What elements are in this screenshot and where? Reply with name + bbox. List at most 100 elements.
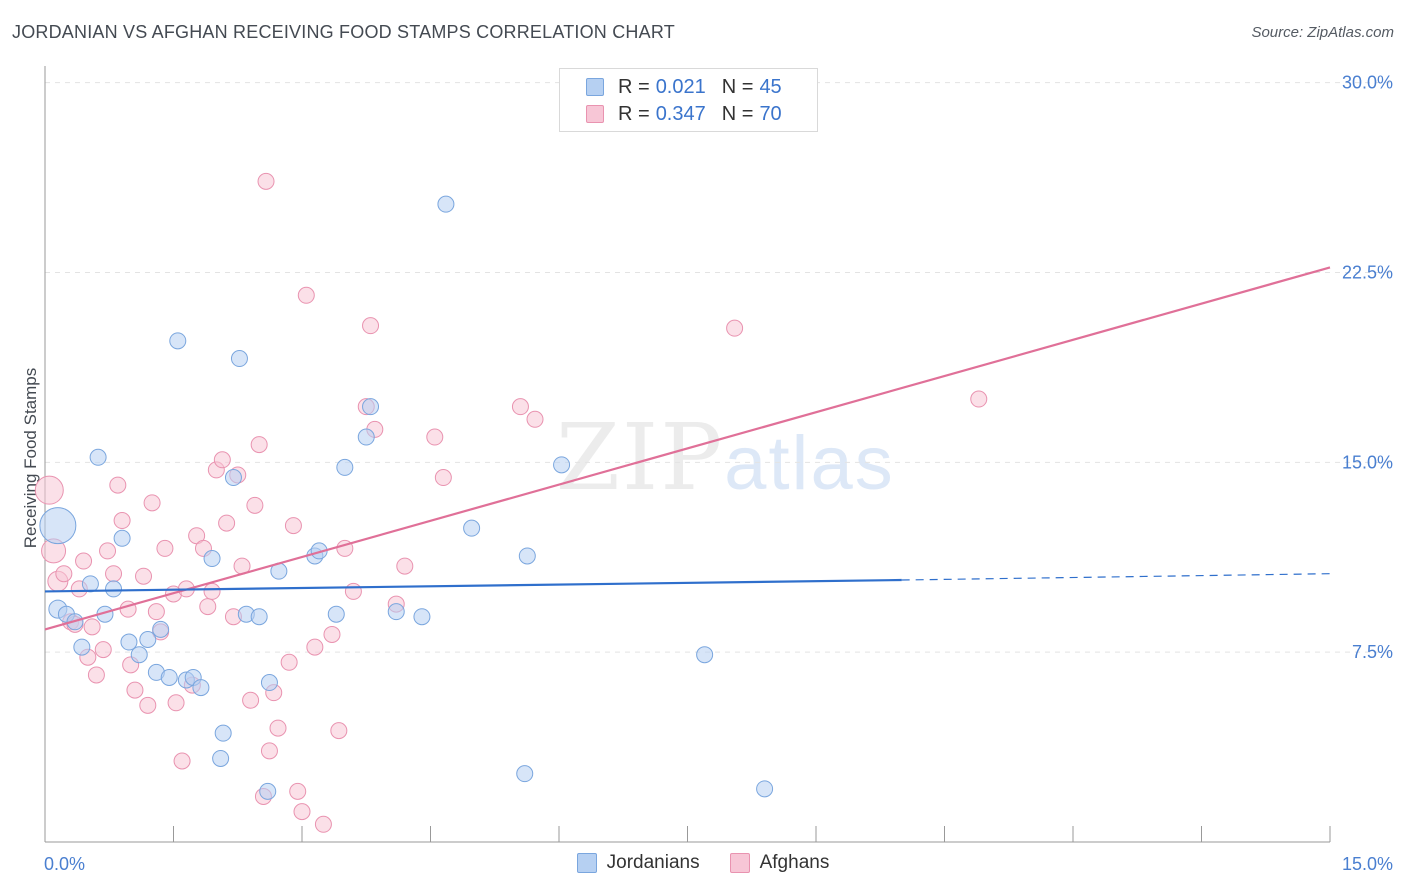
- afghan-point: [511, 398, 529, 416]
- jordanian-point: [169, 332, 187, 350]
- afghan-point: [147, 603, 165, 621]
- jordanian-trend-extension: [901, 573, 1331, 581]
- axis-layer: [44, 66, 1331, 843]
- jordanian-point: [224, 469, 242, 487]
- jordanian-point: [413, 608, 431, 626]
- afghan-point: [218, 514, 236, 532]
- tick-label-layer: 7.5% 15.0% 22.5% 30.0% 0.0% 15.0%: [44, 73, 1393, 874]
- jordanian-point: [81, 575, 99, 593]
- afghan-point: [99, 542, 117, 560]
- afghan-point: [203, 582, 221, 600]
- afghan-point: [396, 557, 414, 575]
- afghan-point: [257, 172, 275, 190]
- afghan-point: [269, 719, 287, 737]
- afghan-point: [135, 567, 153, 585]
- y-tick-label: 15.0%: [1342, 452, 1393, 472]
- afghan-point: [426, 428, 444, 446]
- afghan-point: [434, 469, 452, 487]
- afghan-point: [284, 517, 302, 535]
- afghan-point: [344, 582, 362, 600]
- legend-n-label: N =: [721, 75, 754, 98]
- jordanian-point: [230, 350, 248, 368]
- afghan-point: [126, 681, 144, 699]
- legend-item-afghans[interactable]: Afghans: [729, 852, 830, 874]
- afghan-point: [246, 496, 264, 514]
- legend-row-jordanians: R = 0.021 N = 45: [586, 74, 782, 100]
- jordanian-point: [105, 580, 123, 598]
- afghan-point: [109, 476, 127, 494]
- jordanian-point: [120, 633, 138, 651]
- jordanian-point: [212, 749, 230, 767]
- afghan-point: [34, 475, 64, 505]
- legend-swatch-afghans: [586, 105, 604, 123]
- afghan-point: [280, 653, 298, 671]
- legend-n-label: N =: [721, 102, 754, 125]
- afghan-point: [306, 638, 324, 656]
- afghan-point: [75, 552, 93, 570]
- legend-r-label: R =: [618, 75, 650, 98]
- afghan-point: [250, 436, 268, 454]
- legend-swatch-jordanians: [586, 78, 604, 96]
- legend-swatch-jordanians: [576, 853, 597, 873]
- jordanian-point: [362, 398, 380, 416]
- afghan-point: [297, 286, 315, 304]
- jordanian-point: [113, 529, 131, 547]
- afghan-point: [139, 696, 157, 714]
- afghan-point: [970, 390, 988, 408]
- afghan-point: [113, 512, 131, 530]
- afghan-point: [314, 815, 332, 833]
- y-tick-label: 22.5%: [1342, 262, 1393, 282]
- x-tick-label: 15.0%: [1342, 854, 1393, 874]
- legend-r-value: 0.347: [655, 102, 706, 125]
- correlation-legend: R = 0.021 N = 45 R = 0.347 N = 70: [559, 68, 818, 132]
- legend-label-jordanians: Jordanians: [606, 852, 700, 873]
- legend-n-value: 45: [759, 75, 782, 98]
- afghan-point: [330, 722, 348, 740]
- jordanian-point: [336, 458, 354, 476]
- afghan-point: [87, 666, 105, 684]
- legend-label-afghans: Afghans: [759, 852, 830, 873]
- jordanian-point: [259, 782, 277, 800]
- jordanian-point: [260, 674, 278, 692]
- afghan-point: [94, 641, 112, 659]
- afghan-point: [362, 317, 380, 335]
- legend-row-afghans: R = 0.347 N = 70: [586, 101, 782, 127]
- afghan-point: [167, 694, 185, 712]
- afghan-point: [289, 782, 307, 800]
- legend-n-value: 70: [759, 102, 782, 125]
- afghan-trend-line: [44, 266, 1331, 631]
- jordanian-point: [39, 507, 77, 545]
- jordanian-point: [463, 519, 481, 537]
- jordanian-point: [756, 780, 774, 798]
- afghan-point: [526, 410, 544, 428]
- jordanian-trend-line: [44, 578, 902, 593]
- jordanian-point: [518, 547, 536, 565]
- legend-item-jordanians[interactable]: Jordanians: [576, 852, 700, 874]
- legend-r-label: R =: [618, 102, 650, 125]
- jordanian-point: [192, 679, 210, 697]
- jordanian-point: [130, 646, 148, 664]
- jordanian-point: [696, 646, 714, 664]
- jordanian-point: [139, 631, 157, 649]
- jordanian-point: [203, 550, 221, 568]
- jordanian-point: [73, 638, 91, 656]
- jordanian-point: [437, 195, 455, 213]
- afghan-point: [55, 565, 73, 583]
- jordanian-point: [250, 608, 268, 626]
- y-tick-label: 7.5%: [1352, 642, 1393, 662]
- afghan-point: [293, 803, 311, 821]
- jordanian-point: [214, 724, 232, 742]
- afghan-point: [199, 598, 217, 616]
- x-tick-label: 0.0%: [44, 854, 85, 874]
- chart-title: JORDANIAN VS AFGHAN RECEIVING FOOD STAMP…: [12, 22, 675, 42]
- afghan-point: [156, 539, 174, 557]
- afghan-point: [213, 451, 231, 469]
- afghan-point: [323, 625, 341, 643]
- jordanian-point: [553, 456, 571, 474]
- jordanian-point: [516, 765, 534, 783]
- legend-r-value: 0.021: [655, 75, 706, 98]
- afghan-point: [105, 565, 123, 583]
- series-legend: Jordanians Afghans: [0, 852, 1406, 874]
- jordanian-point: [387, 603, 405, 621]
